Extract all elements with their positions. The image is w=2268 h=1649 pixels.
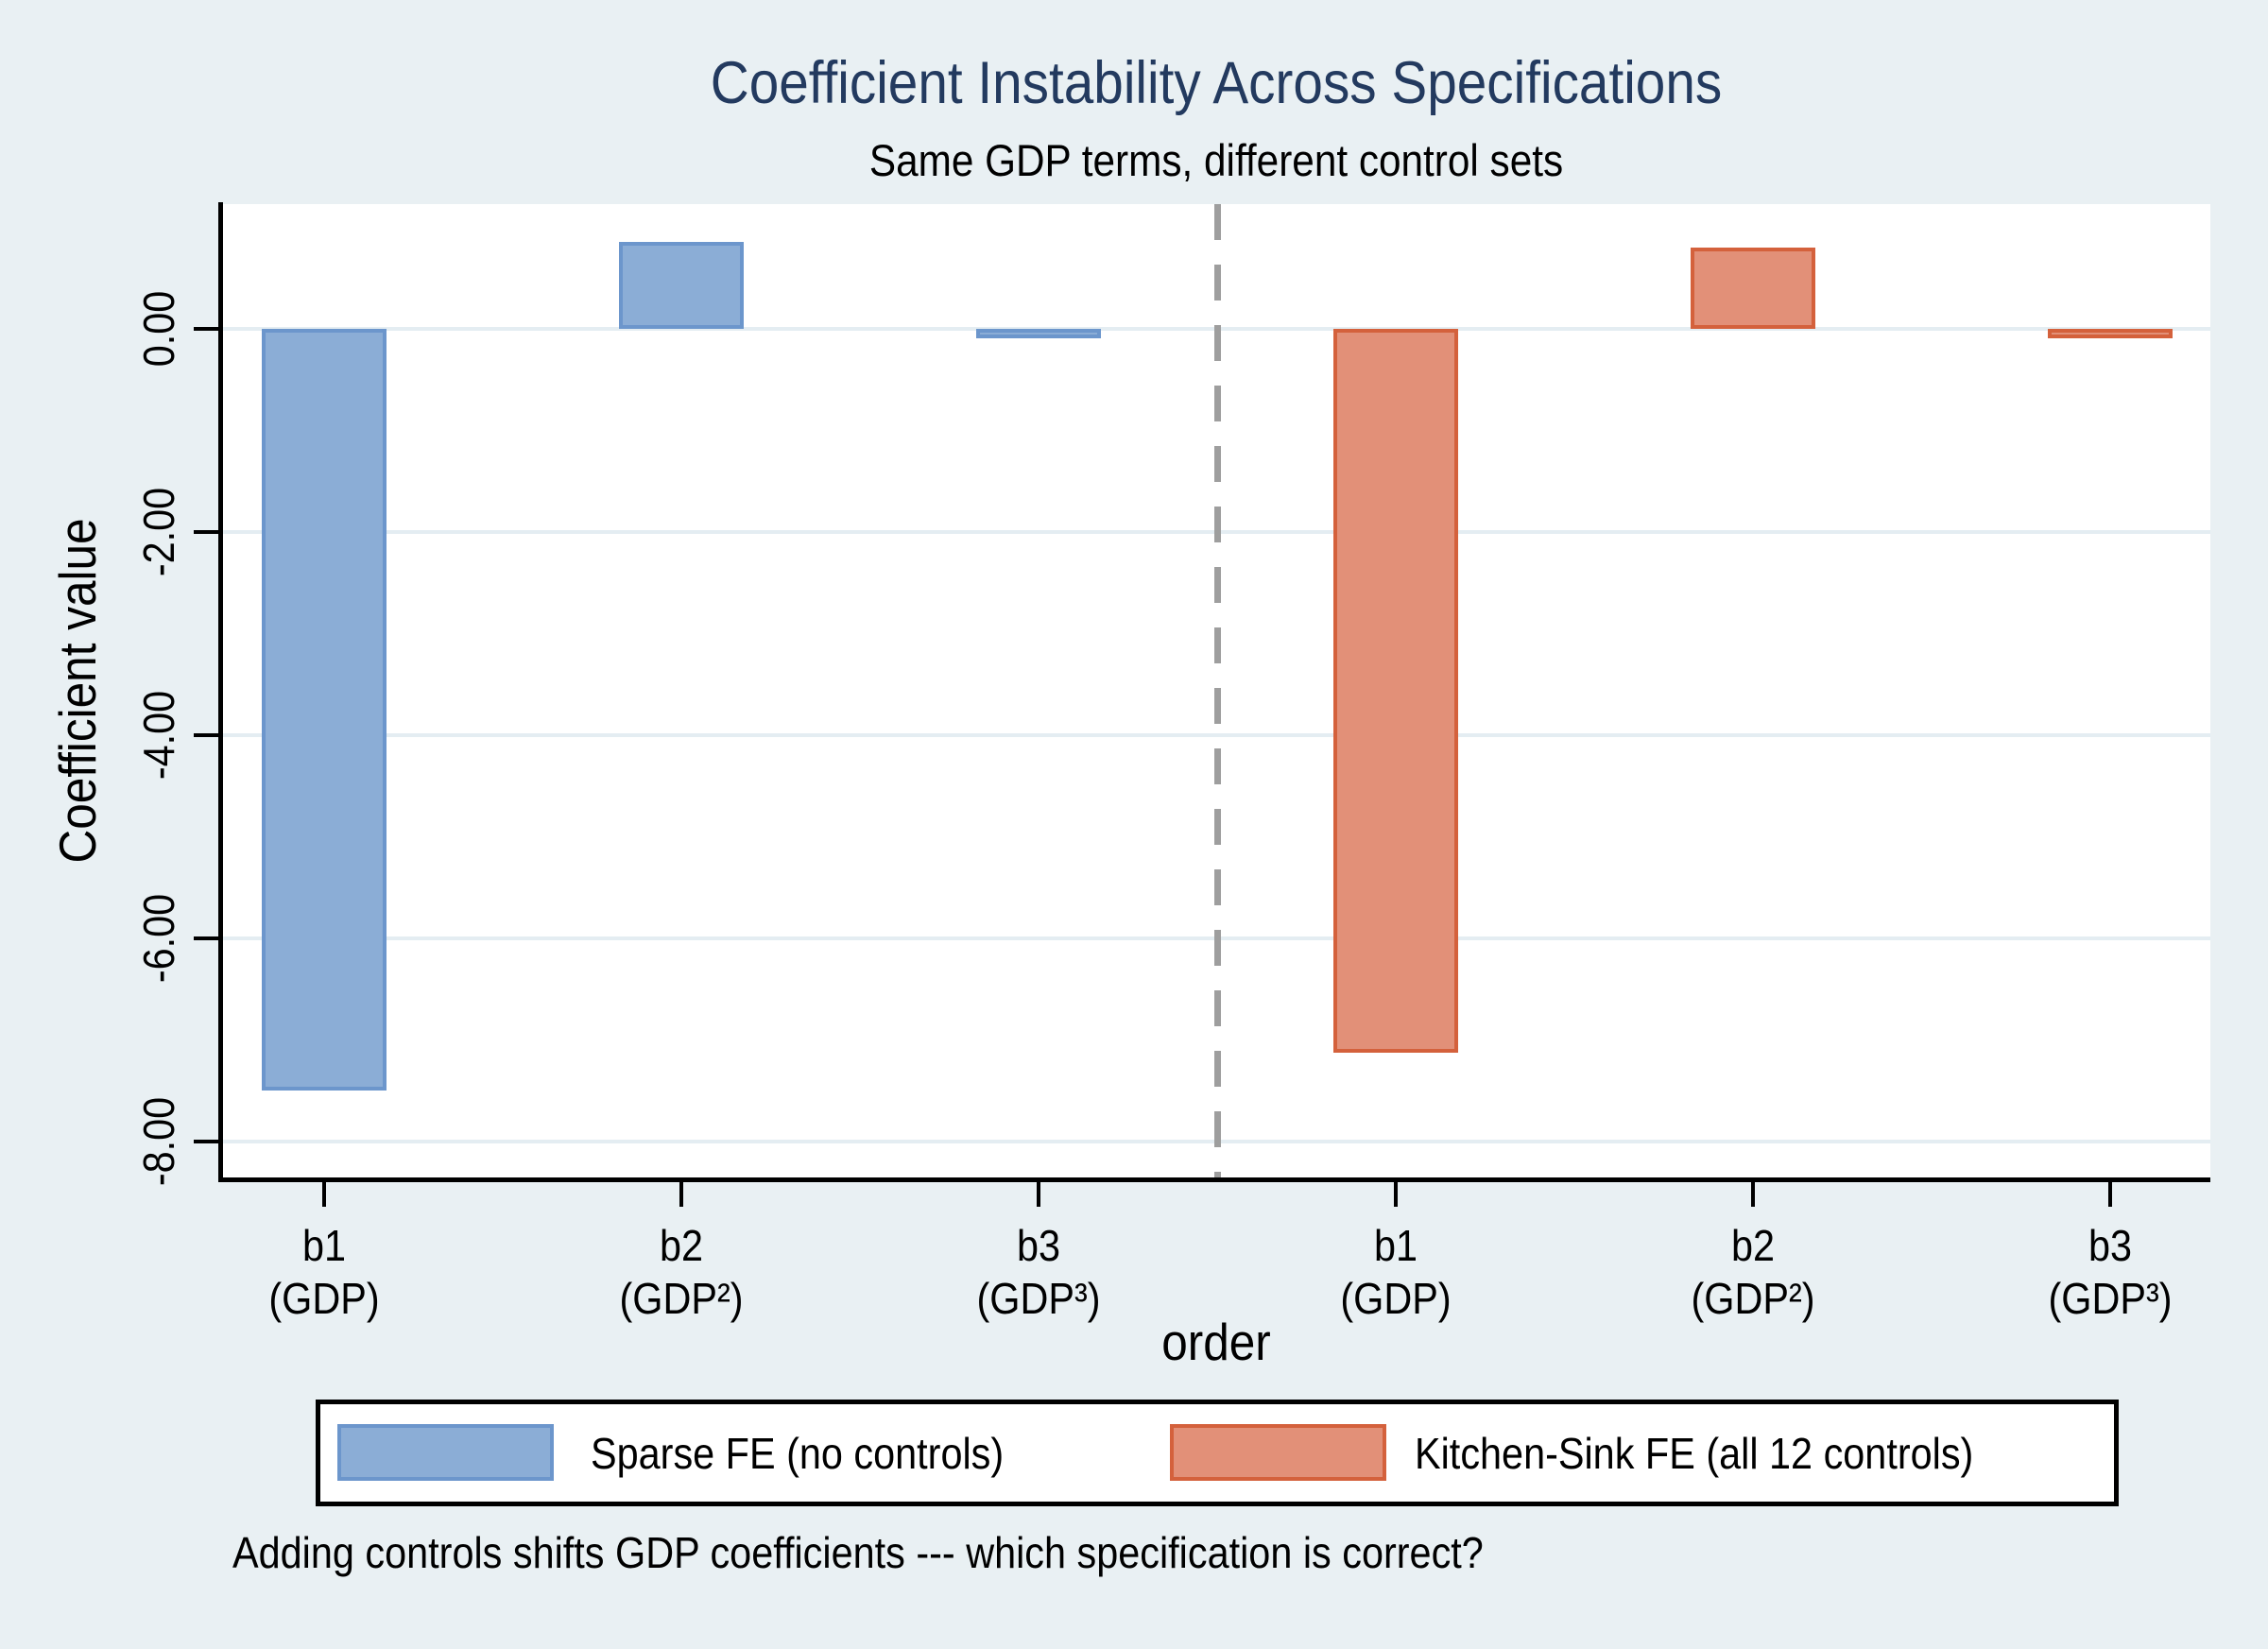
x-tick-label-line2: (GDP) (268, 1274, 380, 1323)
x-tick-label-line1: b2 (659, 1221, 704, 1270)
bar-kitchen-sink-b3 (2048, 329, 2173, 339)
y-tick-label: -4.00 (134, 691, 183, 781)
bar-kitchen-sink-b2 (1691, 248, 1815, 330)
legend-swatch-sparse-fe (337, 1424, 554, 1481)
x-tick-label-line2: (GDP) (1340, 1274, 1452, 1323)
x-tick-label-line2: (GDP²) (1691, 1274, 1815, 1323)
x-tick (679, 1182, 683, 1207)
x-tick-label-line2: (GDP²) (619, 1274, 744, 1323)
x-tick-label-line1: b3 (1016, 1221, 1061, 1270)
x-tick-label: b3 (GDP³) (2048, 1219, 2172, 1325)
bar-kitchen-sink-b1 (1333, 329, 1458, 1053)
legend-label-sparse-fe: Sparse FE (no controls) (591, 1428, 1005, 1478)
chart-note: Adding controls shifts GDP coefficients … (232, 1528, 1484, 1577)
y-axis-title: Coefficient value (48, 518, 107, 864)
bar-sparse-b3 (976, 329, 1101, 339)
y-axis-line (218, 202, 223, 1182)
y-tick-label: -2.00 (134, 488, 183, 577)
chart-title: Coefficient Instability Across Specifica… (710, 50, 1723, 116)
y-tick (194, 733, 218, 738)
bar-sparse-b1 (262, 329, 387, 1091)
chart-subtitle: Same GDP terms, different control sets (868, 135, 1564, 185)
x-tick (2108, 1182, 2112, 1207)
x-tick-label-line1: b1 (1373, 1221, 1418, 1270)
x-tick-label-line1: b3 (2088, 1221, 2133, 1270)
x-tick (1037, 1182, 1040, 1207)
x-tick-label-line1: b1 (301, 1221, 347, 1270)
x-axis-line (218, 1177, 2210, 1182)
bar-sparse-b2 (619, 241, 744, 330)
x-tick (322, 1182, 326, 1207)
x-tick (1751, 1182, 1755, 1207)
legend-label-kitchen-sink-fe: Kitchen-Sink FE (all 12 controls) (1415, 1428, 1974, 1478)
x-tick-label-line2: (GDP³) (976, 1274, 1101, 1323)
x-tick-label: b1 (GDP) (1340, 1219, 1451, 1325)
y-tick-label: -6.00 (134, 894, 183, 984)
legend-swatch-kitchen-sink-fe (1170, 1424, 1386, 1481)
legend-box: Sparse FE (no controls) Kitchen-Sink FE … (316, 1400, 2119, 1506)
y-tick (194, 936, 218, 941)
y-tick (194, 530, 218, 535)
y-tick (194, 327, 218, 332)
x-tick-label-line2: (GDP³) (2048, 1274, 2173, 1323)
y-tick (194, 1140, 218, 1144)
x-tick-label: b1 (GDP) (268, 1219, 379, 1325)
y-tick-label: 0.00 (134, 290, 183, 368)
x-tick-label: b2 (GDP²) (619, 1219, 743, 1325)
x-tick-label: b2 (GDP²) (1691, 1219, 1814, 1325)
y-tick-label: -8.00 (134, 1097, 183, 1187)
x-tick-label-line1: b2 (1730, 1221, 1776, 1270)
group-divider-line (1214, 204, 1221, 1177)
x-axis-title: order (1161, 1313, 1271, 1371)
x-tick (1394, 1182, 1398, 1207)
x-tick-label: b3 (GDP³) (976, 1219, 1100, 1325)
